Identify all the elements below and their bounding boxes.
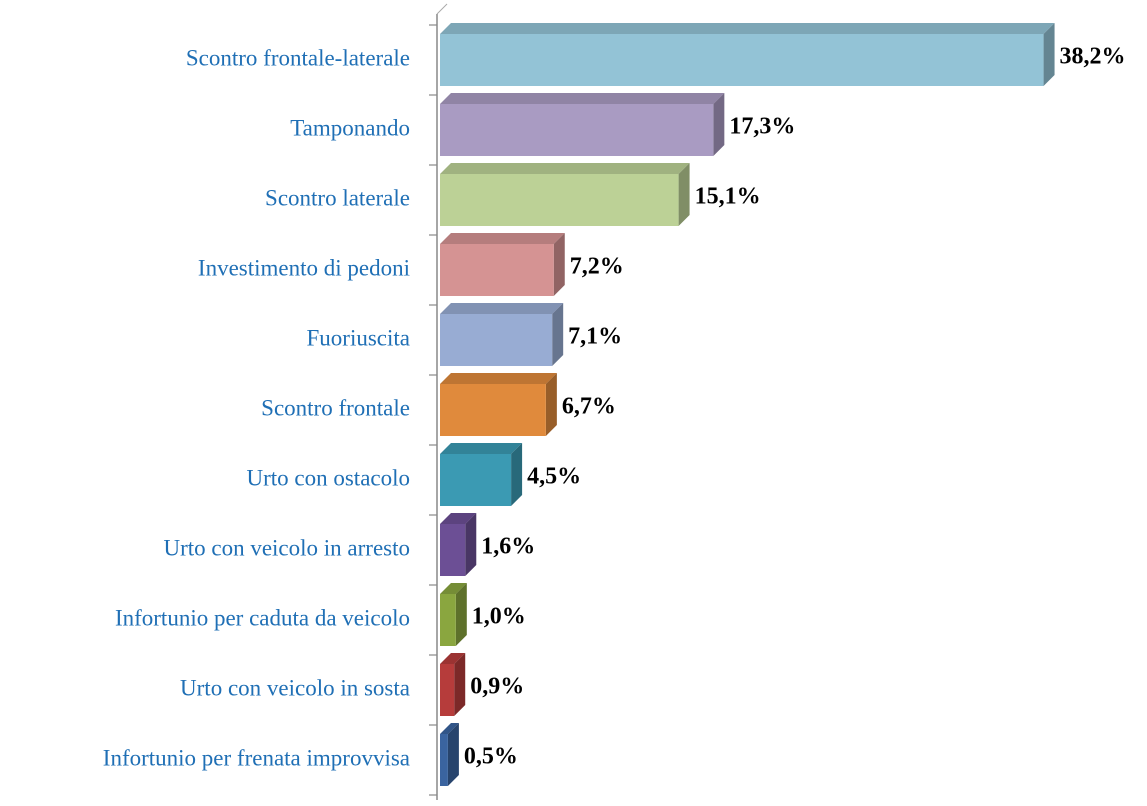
value-label: 15,1% [695, 184, 761, 210]
bar [440, 734, 448, 786]
bar-side [455, 583, 467, 646]
bar-side [447, 723, 459, 786]
bar-top [440, 653, 466, 664]
bar-top [440, 163, 690, 174]
value-label: 7,2% [570, 254, 624, 280]
category-label: Infortunio per frenata improvvisa [103, 745, 410, 770]
category-label: Urto con veicolo in arresto [163, 535, 410, 560]
category-label: Scontro frontale [261, 395, 410, 420]
bar [440, 454, 512, 506]
bar-side [465, 513, 477, 576]
category-label: Fuoriuscita [307, 325, 411, 350]
category-label: Urto con veicolo in sosta [180, 675, 410, 700]
bar-side [678, 163, 690, 226]
category-label: Tamponando [290, 115, 410, 140]
category-label: Urto con ostacolo [246, 465, 410, 490]
value-label: 38,2% [1060, 44, 1126, 70]
value-label: 1,0% [472, 604, 526, 630]
bar-side [1043, 23, 1055, 86]
bar [440, 594, 456, 646]
bar-top [440, 23, 1055, 34]
bar-top [440, 723, 459, 734]
bar [440, 34, 1044, 86]
value-label: 17,3% [729, 114, 795, 140]
value-label: 0,5% [464, 744, 518, 770]
value-label: 1,6% [481, 534, 535, 560]
bar-top [440, 373, 557, 384]
bar [440, 524, 466, 576]
bar-top [440, 93, 725, 104]
bar-side [511, 443, 523, 506]
bar-side [553, 233, 565, 296]
bar-side [454, 653, 466, 716]
value-label: 4,5% [527, 464, 581, 490]
bar-side [545, 373, 557, 436]
bar-top [440, 303, 564, 314]
bar-top [440, 233, 565, 244]
bar [440, 244, 554, 296]
value-label: 7,1% [568, 324, 622, 350]
bar [440, 104, 714, 156]
bar-top [440, 513, 477, 524]
axis-depth [436, 3, 448, 15]
value-label: 0,9% [470, 674, 524, 700]
bar [440, 314, 553, 366]
bar [440, 174, 679, 226]
bar [440, 384, 546, 436]
category-label: Scontro frontale-laterale [186, 45, 410, 70]
bar-side [713, 93, 725, 156]
value-label: 6,7% [562, 394, 616, 420]
category-label: Investimento di pedoni [198, 255, 410, 280]
category-label: Infortunio per caduta da veicolo [115, 605, 410, 630]
bar [440, 664, 455, 716]
category-label: Scontro laterale [265, 185, 410, 210]
bar-top [440, 583, 467, 594]
bar-side [552, 303, 564, 366]
bar-top [440, 443, 523, 454]
